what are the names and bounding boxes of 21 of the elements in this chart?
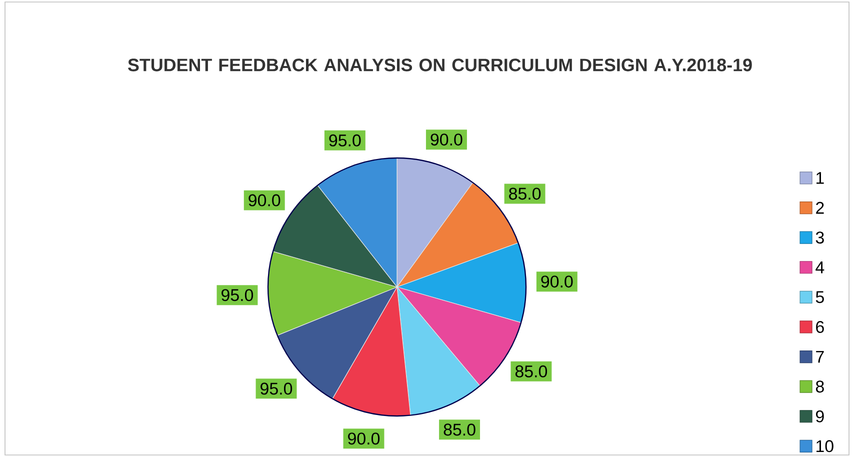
data-label: 90.0 [430, 134, 462, 146]
legend-label: 2 [816, 202, 824, 214]
legend-label: 9 [816, 410, 824, 422]
data-label: 90.0 [248, 194, 280, 206]
chart-title: STUDENT FEEDBACK ANALYSIS ON CURRICULUM DESIGN A.Y.2018-19 [128, 58, 752, 72]
legend-label: 8 [816, 380, 824, 393]
data-label: 95.0 [260, 382, 292, 395]
data-label: 90.0 [541, 276, 573, 288]
legend-label: 6 [816, 320, 824, 333]
data-label: 85.0 [444, 424, 476, 436]
data-label: 95.0 [329, 134, 361, 146]
legend-label: 7 [816, 350, 824, 363]
legend-label: 4 [816, 262, 824, 274]
data-label: 85.0 [509, 188, 541, 200]
legend-label: 3 [816, 232, 824, 244]
legend-label: 5 [816, 291, 824, 304]
legend-label: 1 [816, 172, 824, 184]
legend-label: 10 [816, 440, 834, 452]
data-label: 90.0 [348, 432, 380, 445]
data-label: 85.0 [515, 365, 548, 378]
data-label: 95.0 [222, 289, 254, 302]
